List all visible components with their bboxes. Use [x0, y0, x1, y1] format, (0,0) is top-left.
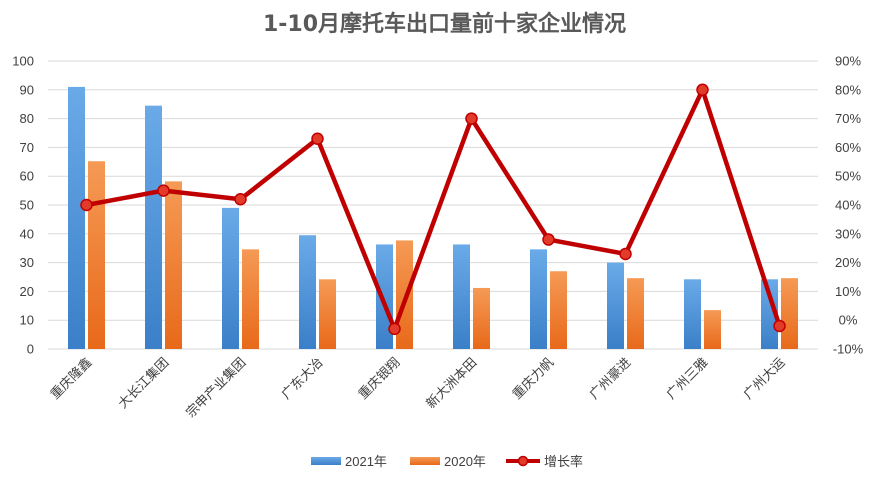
category-label: 广州豪进: [586, 355, 634, 403]
y-left-tick-label: 80: [20, 111, 34, 126]
y-right-tick-label: 70%: [835, 111, 861, 126]
y-left-tick-label: 50: [20, 198, 34, 213]
y-left-tick-label: 70: [20, 140, 34, 155]
growth-rate-point: [388, 322, 401, 336]
y-left-tick-label: 10: [20, 313, 34, 328]
y-axis-right: -10% 0% 10% 20% 30% 40% 50% 60% 70% 80% 90%: [833, 54, 864, 357]
growth-rate-line: [86, 87, 782, 332]
y-axis-left: 0 10 20 30 40 50 60 70 80 90 100: [12, 54, 34, 357]
bar-2021: [530, 249, 547, 349]
bar-2020: [627, 278, 644, 349]
bar-2020: [88, 161, 105, 349]
category-label: 重庆力帆: [509, 355, 557, 403]
growth-rate-point: [696, 83, 709, 97]
y-right-tick-label: 50%: [835, 169, 861, 184]
category-label: 宗申产业集团: [183, 355, 249, 421]
y-right-tick-label: 40%: [835, 198, 861, 213]
y-left-tick-label: 40: [20, 226, 34, 241]
y-right-tick-label: 20%: [835, 255, 861, 270]
bar-2020: [781, 278, 798, 349]
y-right-tick-label: -10%: [833, 342, 864, 357]
gridlines: [48, 60, 818, 350]
bar-2020: [396, 240, 413, 349]
bar-2021: [376, 244, 393, 349]
legend-swatch: [311, 457, 341, 465]
bar-2021: [222, 207, 239, 349]
category-label: 广州大运: [741, 355, 788, 402]
bar-2020: [473, 287, 490, 349]
y-left-tick-label: 90: [20, 82, 34, 97]
bar-2020: [165, 181, 182, 349]
category-label: 广州三雅: [664, 355, 711, 402]
y-left-tick-label: 0: [27, 342, 34, 357]
growth-rate-point: [619, 247, 632, 261]
bar-2021: [299, 235, 316, 349]
y-right-tick-label: 60%: [835, 140, 861, 155]
category-label: 重庆银翔: [355, 355, 403, 403]
bar-2020: [550, 271, 567, 349]
bar-2021: [68, 86, 85, 350]
legend-label: 2021年: [345, 454, 387, 469]
growth-rate-point: [157, 184, 170, 197]
bar-2020: [704, 310, 721, 349]
bar-2021: [761, 279, 778, 349]
legend-swatch: [410, 457, 440, 465]
legend-label: 2020年: [444, 454, 486, 469]
legend-label: 增长率: [544, 454, 583, 469]
y-left-tick-label: 20: [20, 284, 34, 299]
y-right-tick-label: 90%: [835, 54, 861, 69]
bar-2021: [145, 105, 162, 349]
y-right-tick-label: 30%: [835, 226, 861, 241]
bar-2020: [242, 249, 259, 349]
x-axis-categories: 重庆隆鑫 大长江集团 宗申产业集团 广东大冶 重庆银翔 新大洲本田 重庆力帆 广州豪进 广州三雅…: [47, 355, 788, 421]
growth-rate-point: [465, 112, 478, 125]
bar-2020: [319, 279, 336, 349]
growth-rate-point: [80, 198, 93, 212]
y-left-tick-label: 30: [20, 255, 34, 270]
bar-2021: [453, 244, 470, 349]
y-right-tick-label: 80%: [835, 82, 861, 97]
y-right-tick-label: 0%: [839, 313, 858, 328]
bar-2021: [684, 279, 701, 349]
growth-rate-point: [311, 132, 324, 146]
y-right-tick-label: 10%: [835, 284, 861, 299]
category-label: 大长江集团: [115, 355, 172, 412]
y-left-tick-label: 60: [20, 169, 34, 184]
y-left-tick-label: 100: [12, 54, 34, 69]
bar-2021: [607, 262, 624, 349]
category-label: 重庆隆鑫: [47, 355, 95, 403]
growth-rate-point: [773, 319, 786, 333]
bars: [68, 86, 798, 350]
growth-rate-point: [542, 233, 555, 246]
chart-title: 1-10月摩托车出口量前十家企业情况: [263, 11, 626, 37]
growth-line: [80, 83, 786, 336]
legend-marker: [517, 455, 529, 467]
category-label: 广东大冶: [279, 355, 326, 402]
category-label: 新大洲本田: [423, 355, 480, 412]
growth-rate-point: [234, 192, 247, 206]
legend: 2021年 2020年 增长率: [311, 454, 583, 469]
